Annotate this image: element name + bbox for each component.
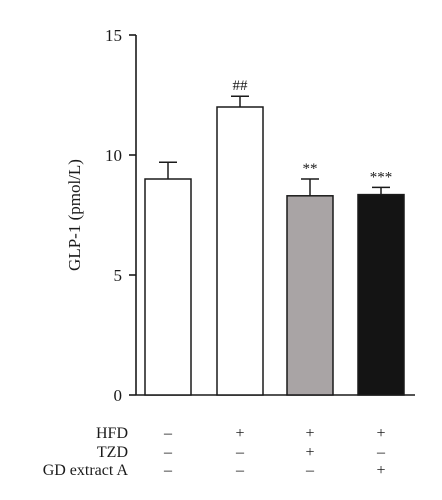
condition-table: HFD – + + +TZD – – + –GD extract A – – – + [43, 425, 386, 479]
y-tick-label: 10 [105, 146, 122, 165]
condition-mark: + [376, 462, 385, 479]
significance-label: *** [370, 169, 393, 185]
condition-mark: – [163, 444, 173, 461]
condition-mark: – [235, 462, 245, 479]
condition-mark: – [235, 444, 245, 461]
y-axis-label: GLP-1 (pmol/L) [65, 159, 84, 271]
significance-label: ## [233, 78, 249, 94]
bar [144, 178, 192, 396]
y-tick-label: 5 [114, 266, 123, 285]
condition-mark: + [376, 425, 385, 442]
condition-mark: – [163, 462, 173, 479]
condition-mark: – [376, 444, 386, 461]
condition-mark: + [235, 425, 244, 442]
condition-label: GD extract A [43, 462, 129, 479]
chart-bars: ##***** [144, 78, 405, 396]
condition-label: TZD [97, 444, 128, 461]
significance-label: ** [303, 161, 318, 177]
y-tick-label: 15 [105, 26, 122, 45]
bar [216, 106, 264, 396]
y-tick-label: 0 [114, 386, 123, 405]
condition-mark: + [305, 444, 314, 461]
condition-mark: – [305, 462, 315, 479]
condition-mark: + [305, 425, 314, 442]
condition-mark: – [163, 425, 173, 442]
bar [286, 195, 334, 396]
y-tick-labels: 0 5 10 15 [105, 26, 122, 405]
bar [357, 193, 405, 396]
condition-label: HFD [96, 425, 128, 442]
